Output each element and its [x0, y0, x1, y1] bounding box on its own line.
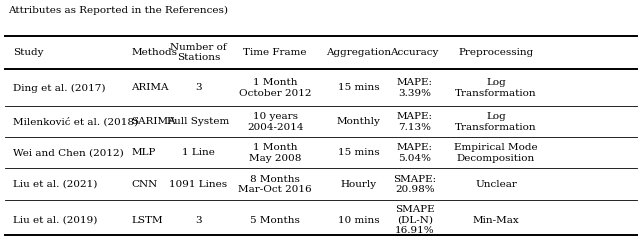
Text: Methods: Methods [131, 48, 177, 57]
Text: 15 mins: 15 mins [337, 148, 380, 158]
Text: Milenković et al. (2018): Milenković et al. (2018) [13, 117, 138, 127]
Text: Wei and Chen (2012): Wei and Chen (2012) [13, 148, 124, 158]
Text: Number of
Stations: Number of Stations [170, 43, 227, 62]
Text: Unclear: Unclear [475, 180, 517, 189]
Text: 3: 3 [195, 83, 202, 92]
Text: Empirical Mode
Decomposition: Empirical Mode Decomposition [454, 143, 538, 163]
Text: 10 mins: 10 mins [337, 216, 380, 225]
Text: MLP: MLP [131, 148, 156, 158]
Text: 8 Months
Mar-Oct 2016: 8 Months Mar-Oct 2016 [238, 175, 312, 194]
Text: Ding et al. (2017): Ding et al. (2017) [13, 83, 106, 92]
Text: SARIMA: SARIMA [131, 117, 176, 126]
Text: 15 mins: 15 mins [337, 83, 380, 92]
Text: Accuracy: Accuracy [390, 48, 439, 57]
Text: MAPE:
7.13%: MAPE: 7.13% [397, 112, 433, 132]
Text: MAPE:
3.39%: MAPE: 3.39% [397, 78, 433, 98]
Text: LSTM: LSTM [131, 216, 163, 225]
Text: Log
Transformation: Log Transformation [455, 78, 537, 98]
Text: Monthly: Monthly [337, 117, 380, 126]
Text: ARIMA: ARIMA [131, 83, 169, 92]
Text: Full System: Full System [167, 117, 230, 126]
Text: Liu et al. (2019): Liu et al. (2019) [13, 216, 97, 225]
Text: Min-Max: Min-Max [472, 216, 520, 225]
Text: Time Frame: Time Frame [243, 48, 307, 57]
Text: 10 years
2004-2014: 10 years 2004-2014 [247, 112, 303, 132]
Text: MAPE:
5.04%: MAPE: 5.04% [397, 143, 433, 163]
Text: CNN: CNN [131, 180, 157, 189]
Text: 1 Month
May 2008: 1 Month May 2008 [249, 143, 301, 163]
Text: Study: Study [13, 48, 44, 57]
Text: Aggregation: Aggregation [326, 48, 391, 57]
Text: 3: 3 [195, 216, 202, 225]
Text: SMAPE
(DL-N)
16.91%: SMAPE (DL-N) 16.91% [395, 206, 435, 235]
Text: 1091 Lines: 1091 Lines [170, 180, 227, 189]
Text: Attributes as Reported in the References): Attributes as Reported in the References… [8, 6, 228, 15]
Text: Log
Transformation: Log Transformation [455, 112, 537, 132]
Text: 1 Line: 1 Line [182, 148, 215, 158]
Text: Preprocessing: Preprocessing [458, 48, 534, 57]
Text: 1 Month
October 2012: 1 Month October 2012 [239, 78, 312, 98]
Text: 5 Months: 5 Months [250, 216, 300, 225]
Text: SMAPE:
20.98%: SMAPE: 20.98% [393, 175, 436, 194]
Text: Hourly: Hourly [340, 180, 376, 189]
Text: Liu et al. (2021): Liu et al. (2021) [13, 180, 97, 189]
